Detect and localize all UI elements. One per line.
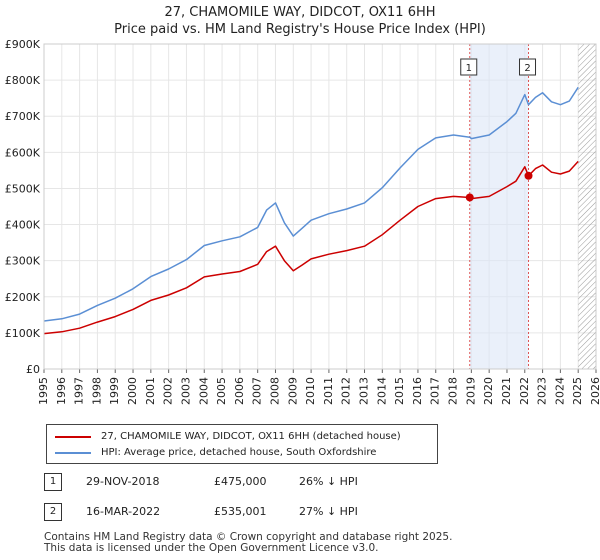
property-price-line bbox=[43, 160, 579, 335]
x-tick-label: 2021 bbox=[500, 377, 513, 405]
y-tick-label: £900K bbox=[5, 38, 41, 51]
x-tick-label: 2015 bbox=[393, 377, 406, 405]
legend-label-property: 27, CHAMOMILE WAY, DIDCOT, OX11 6HH (det… bbox=[101, 431, 401, 442]
sale-point bbox=[524, 171, 533, 180]
x-tick-label: 1995 bbox=[37, 377, 50, 405]
transaction-hpi-diff: 27% ↓ HPI bbox=[299, 505, 358, 518]
plot-frame bbox=[43, 43, 597, 370]
x-tick-label: 2010 bbox=[304, 377, 317, 405]
x-tick-label: 1998 bbox=[90, 377, 103, 405]
transaction-number: 1 bbox=[44, 473, 62, 491]
x-tick-label: 2011 bbox=[322, 377, 335, 405]
x-tick-label: 2013 bbox=[358, 377, 371, 405]
x-tick-label: 2000 bbox=[126, 377, 139, 405]
transaction-date: 16-MAR-2022 bbox=[86, 505, 161, 518]
sale-marker-label: 1 bbox=[466, 63, 472, 74]
x-tick-label: 2018 bbox=[447, 377, 460, 405]
y-tick-label: £800K bbox=[5, 74, 41, 87]
legend: 27, CHAMOMILE WAY, DIDCOT, OX11 6HH (det… bbox=[46, 424, 438, 464]
chart-title-line1: 27, CHAMOMILE WAY, DIDCOT, OX11 6HH bbox=[164, 5, 436, 20]
x-tick-label: 2023 bbox=[536, 377, 549, 405]
footer-licence: This data is licensed under the Open Gov… bbox=[44, 542, 379, 554]
x-tick-label: 2009 bbox=[286, 377, 299, 405]
y-tick-label: £200K bbox=[5, 291, 41, 304]
legend-swatch-hpi bbox=[55, 452, 91, 454]
x-tick-label: 2003 bbox=[179, 377, 192, 405]
y-tick-label: £100K bbox=[5, 327, 41, 340]
sale-marker-label: 2 bbox=[524, 63, 530, 74]
y-tick-label: £0 bbox=[26, 363, 40, 376]
transaction-hpi-diff: 26% ↓ HPI bbox=[299, 475, 358, 488]
y-tick-label: £600K bbox=[5, 146, 41, 159]
sale-marker-box bbox=[519, 58, 537, 76]
sale-point bbox=[465, 193, 474, 202]
legend-swatch-property bbox=[55, 436, 91, 438]
footer-copyright: Contains HM Land Registry data © Crown c… bbox=[44, 531, 453, 543]
shaded-period bbox=[469, 44, 529, 369]
x-tick-label: 2024 bbox=[553, 377, 566, 405]
y-tick-label: £700K bbox=[5, 110, 41, 123]
transaction-price: £535,001 bbox=[214, 505, 267, 518]
x-tick-label: 2019 bbox=[464, 377, 477, 405]
x-tick-label: 2017 bbox=[429, 377, 442, 405]
x-tick-label: 2025 bbox=[571, 377, 584, 405]
footer: Contains HM Land Registry data © Crown c… bbox=[44, 532, 452, 554]
x-tick-label: 2001 bbox=[144, 377, 157, 405]
sale-marker-box bbox=[460, 58, 478, 76]
x-tick-label: 2006 bbox=[233, 377, 246, 405]
x-tick-label: 2026 bbox=[589, 377, 600, 405]
x-tick-label: 2022 bbox=[518, 377, 531, 405]
y-tick-label: £300K bbox=[5, 255, 41, 268]
forecast-hatch bbox=[578, 44, 596, 369]
x-tick-label: 1996 bbox=[55, 377, 68, 405]
x-tick-label: 2005 bbox=[215, 377, 228, 405]
x-tick-label: 1997 bbox=[73, 377, 86, 405]
chart-title-line2: Price paid vs. HM Land Registry's House … bbox=[114, 22, 486, 37]
chart-title: 27, CHAMOMILE WAY, DIDCOT, OX11 6HH Pric… bbox=[0, 4, 600, 38]
regions bbox=[469, 44, 596, 369]
hpi-line bbox=[43, 86, 579, 322]
series-lines bbox=[43, 86, 579, 335]
x-tick-label: 1999 bbox=[108, 377, 121, 405]
x-tick-label: 2016 bbox=[411, 377, 424, 405]
x-tick-label: 2004 bbox=[197, 377, 210, 405]
x-tick-label: 2008 bbox=[268, 377, 281, 405]
x-tick-label: 2012 bbox=[340, 377, 353, 405]
x-tick-label: 2014 bbox=[375, 377, 388, 405]
transaction-number: 2 bbox=[44, 503, 62, 521]
y-axis: £0 £100K £200K £300K £400K £500K £600K £700K £80… bbox=[5, 38, 41, 376]
legend-label-hpi: HPI: Average price, detached house, Sout… bbox=[101, 447, 377, 458]
y-tick-label: £400K bbox=[5, 219, 41, 232]
x-tick-label: 2007 bbox=[251, 377, 264, 405]
y-tick-label: £500K bbox=[5, 182, 41, 195]
x-tick-label: 2020 bbox=[482, 377, 495, 405]
x-axis: 1995 1996 1997 1998 1999 2000 2001 2002 2003 2004… bbox=[37, 369, 600, 405]
transaction-date: 29-NOV-2018 bbox=[86, 475, 160, 488]
x-tick-label: 2002 bbox=[162, 377, 175, 405]
transaction-price: £475,000 bbox=[214, 475, 267, 488]
